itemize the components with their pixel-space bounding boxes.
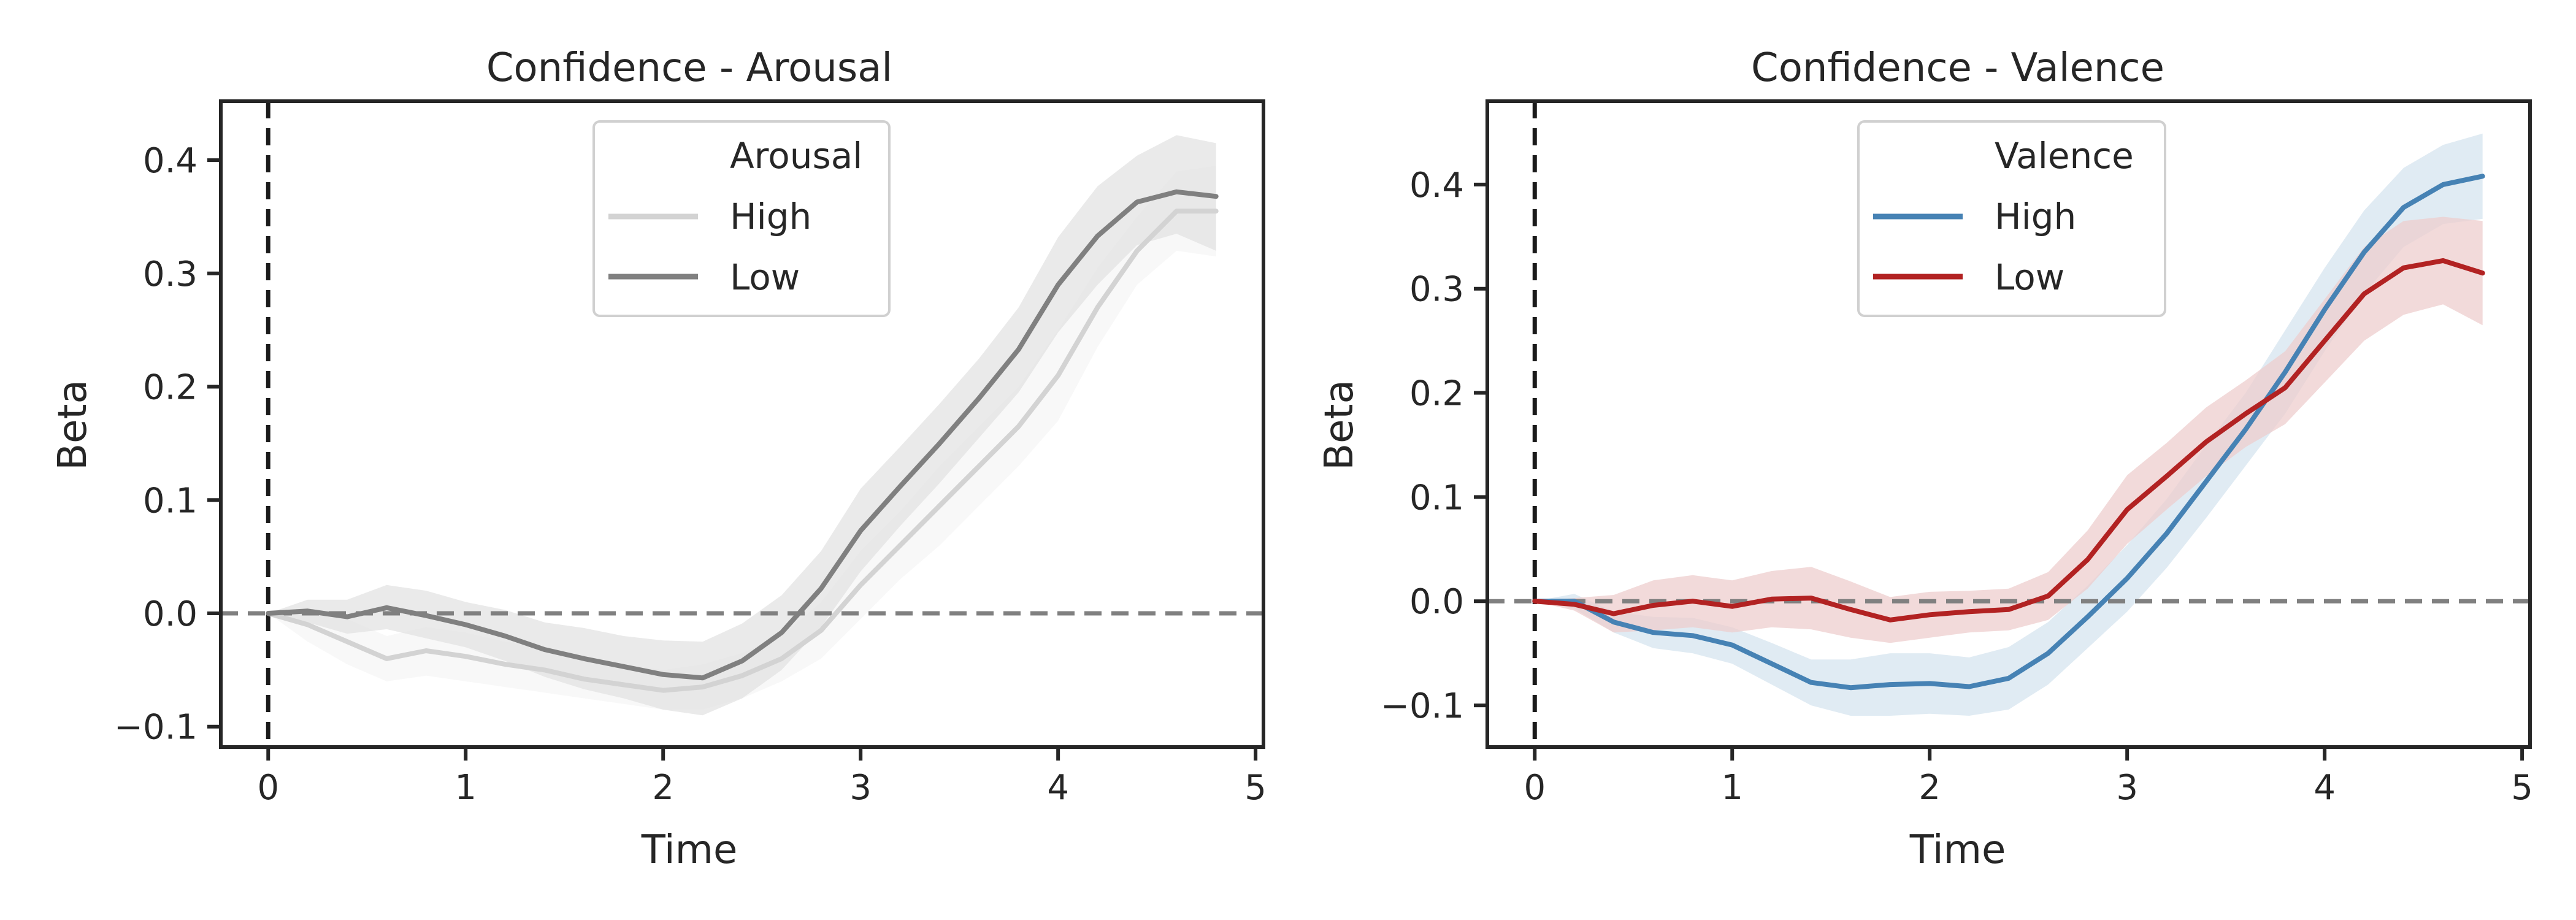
series-line-high (1532, 174, 2485, 691)
y-axis-label: Beta (1317, 380, 1362, 470)
x-axis-label: Time (641, 827, 738, 873)
series-line-high (266, 209, 1219, 693)
confidence-band-high (268, 166, 1216, 710)
x-tick-label: 1 (1721, 768, 1743, 808)
y-tick-label: 0.0 (143, 594, 197, 634)
axes-frame (1485, 99, 2532, 749)
chart-panel-arousal: Confidence - Arousal Time Beta 0 1 2 3 4 5 −0.… (50, 45, 1267, 873)
x-tick-label: 4 (1047, 768, 1069, 808)
x-tick-label: 3 (849, 768, 872, 808)
x-tick-label: 1 (454, 768, 477, 808)
x-tick-label: 2 (652, 768, 674, 808)
y-tick-label: 0.4 (1409, 166, 1464, 205)
x-tick-label: 3 (2116, 768, 2138, 808)
legend-box (592, 120, 891, 317)
legend-label-high: High (1995, 196, 2076, 237)
y-tick-label: 0.4 (143, 141, 197, 181)
legend-label-high: High (730, 196, 811, 237)
confidence-band-high (1535, 133, 2483, 716)
y-tick-label: 0.2 (143, 368, 197, 408)
legend-label-low: Low (1995, 256, 2064, 298)
x-tick-label: 5 (1244, 768, 1267, 808)
x-tick-label: 0 (257, 768, 279, 808)
chart-title: Confidence - Arousal (486, 45, 892, 91)
legend-title: Arousal (730, 135, 862, 177)
legend-box (1857, 120, 2166, 317)
x-tick-label: 2 (1919, 768, 1941, 808)
chart-panel-valence: Confidence - Valence Time Beta 0 1 2 3 4 5 −0.… (1317, 45, 2533, 873)
y-tick-label: 0.1 (1409, 478, 1464, 518)
y-tick-label: −0.1 (1381, 686, 1464, 726)
y-axis-label: Beta (50, 380, 96, 470)
y-tick-label: 0.1 (143, 481, 197, 521)
legend: Arousal High Low (592, 120, 891, 317)
axes-frame (219, 99, 1265, 749)
confidence-band-low (268, 135, 1216, 716)
series-line-low (1532, 258, 2485, 623)
y-tick-label: 0.3 (1409, 270, 1464, 310)
y-tick-label: 0.3 (143, 255, 197, 294)
plot-area: 0 1 2 3 4 5 −0.1 0.0 0.1 0.2 0.3 0.4 (114, 99, 1267, 808)
series-line-low (266, 189, 1219, 681)
legend-label-low: Low (730, 256, 800, 298)
legend: Valence High Low (1857, 120, 2166, 317)
x-tick-label: 0 (1524, 768, 1546, 808)
x-tick-label: 5 (2511, 768, 2533, 808)
y-tick-label: 0.2 (1409, 374, 1464, 414)
legend-title: Valence (1995, 135, 2134, 177)
chart-title: Confidence - Valence (1751, 45, 2164, 91)
x-axis-label: Time (1909, 827, 2006, 873)
y-tick-label: −0.1 (114, 708, 197, 748)
x-tick-label: 4 (2313, 768, 2336, 808)
y-tick-label: 0.0 (1409, 582, 1464, 622)
plot-area: 0 1 2 3 4 5 −0.1 0.0 0.1 0.2 0.3 0.4 (1381, 99, 2533, 808)
